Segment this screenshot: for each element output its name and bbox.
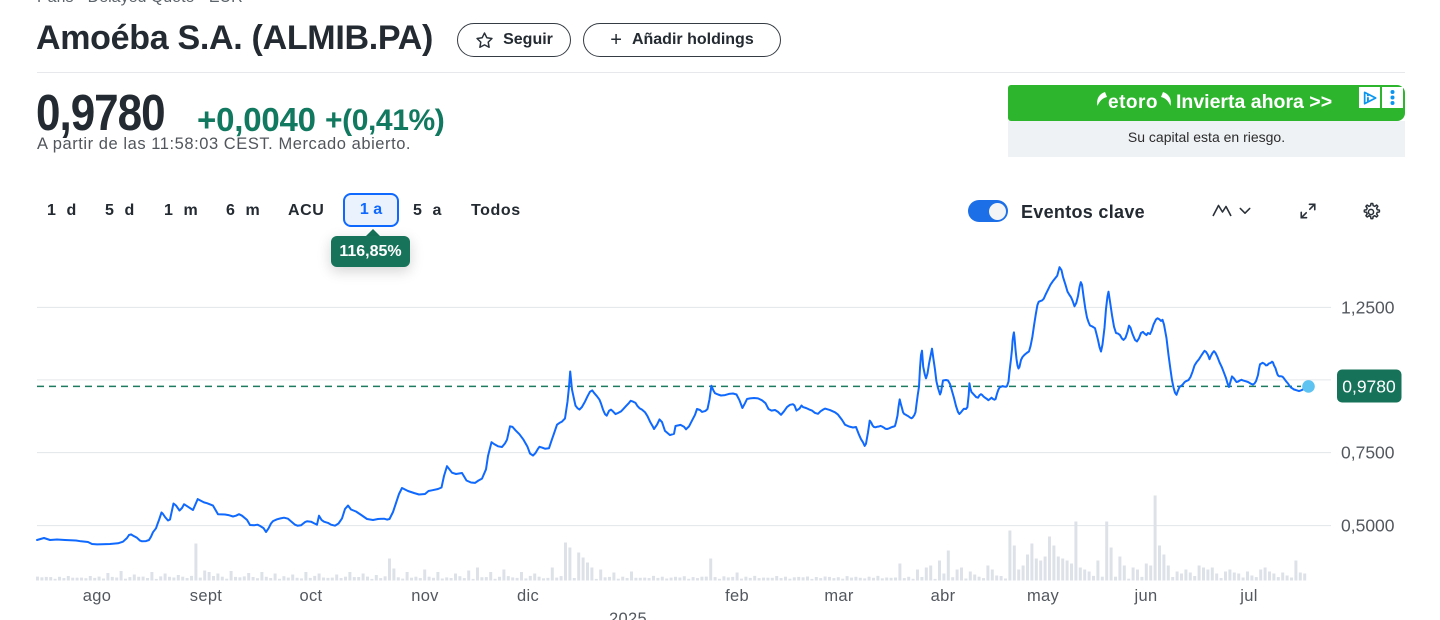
svg-text:nov: nov xyxy=(411,587,439,605)
svg-text:0,7500: 0,7500 xyxy=(1341,443,1395,463)
svg-text:sept: sept xyxy=(190,587,223,605)
svg-text:0,5000: 0,5000 xyxy=(1341,516,1395,536)
svg-text:may: may xyxy=(1027,587,1060,605)
svg-text:oct: oct xyxy=(300,587,323,605)
svg-text:jul: jul xyxy=(1239,587,1257,605)
svg-text:jun: jun xyxy=(1134,587,1158,605)
svg-text:ago: ago xyxy=(83,587,111,605)
svg-text:abr: abr xyxy=(931,587,956,605)
svg-text:feb: feb xyxy=(725,587,749,605)
svg-text:dic: dic xyxy=(517,587,539,605)
svg-text:2025: 2025 xyxy=(609,610,647,620)
svg-text:1,2500: 1,2500 xyxy=(1341,297,1395,317)
svg-text:mar: mar xyxy=(824,587,854,605)
svg-text:0,9780: 0,9780 xyxy=(1342,377,1396,397)
